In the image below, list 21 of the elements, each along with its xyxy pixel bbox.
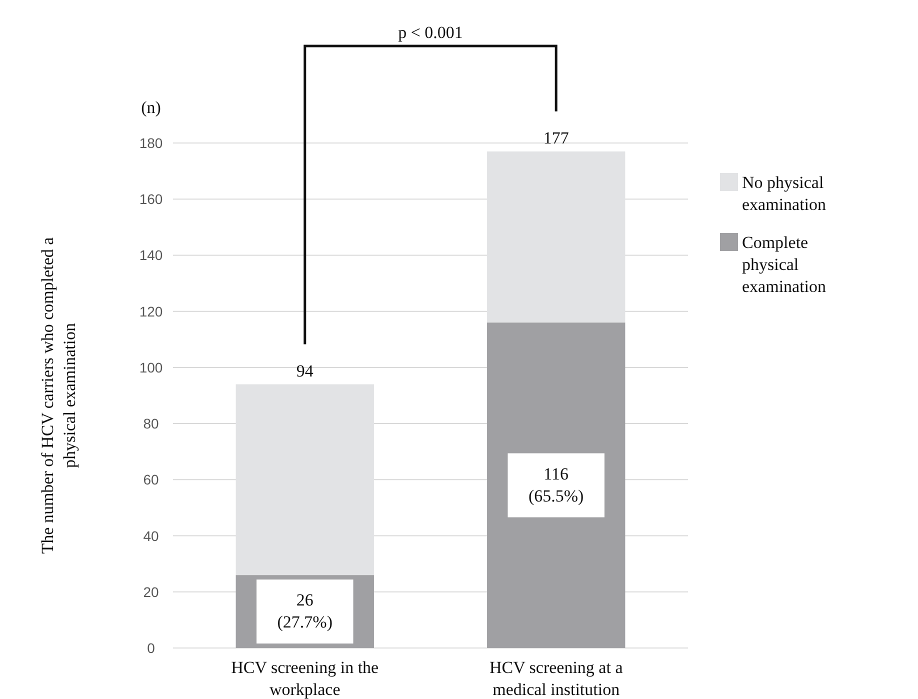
y-tick-label: 140: [139, 247, 163, 264]
y-tick-label: 60: [143, 472, 159, 488]
total-label: 94: [296, 361, 314, 380]
legend-label: No physical examination: [742, 173, 827, 214]
y-tick-label: 120: [139, 303, 163, 320]
text: (n): [141, 98, 161, 117]
y-tick-label: 20: [143, 584, 159, 600]
y-tick-label: 160: [139, 191, 163, 208]
text: p < 0.001: [398, 23, 463, 42]
y-tick-label: 40: [143, 528, 159, 544]
data-label: 26 (27.7%): [277, 590, 333, 632]
y-axis-title: The number of HCV carriers who completed a physical examination: [38, 236, 79, 554]
data-label: 116 (65.5%): [528, 464, 584, 506]
x-tick-label: HCV screening in the workplace: [231, 658, 379, 699]
y-tick-label: 180: [139, 135, 163, 151]
y-tick-label: 80: [143, 416, 159, 432]
y-tick-label: 0: [147, 640, 156, 656]
legend-label: Complete physical examination: [742, 233, 827, 296]
y-tick-label: 100: [139, 359, 163, 376]
total-label: 177: [543, 128, 570, 148]
x-tick-label: HCV screening at a medical institution: [489, 658, 624, 699]
